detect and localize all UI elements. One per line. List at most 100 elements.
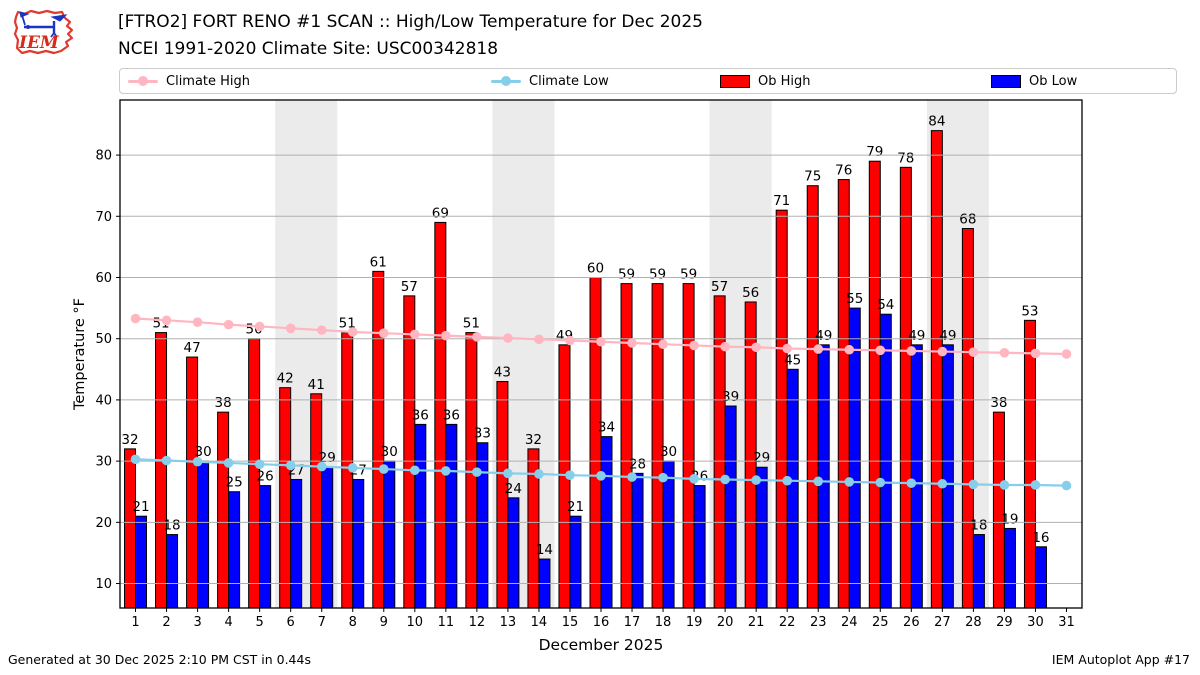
- climate-low-marker: [565, 470, 575, 480]
- climate-high-marker: [378, 328, 389, 338]
- ob-high-value-label: 84: [928, 114, 945, 130]
- iowa-outline: [13, 9, 74, 55]
- ob-high-value-label: 59: [649, 267, 666, 283]
- x-tick-label: 28: [965, 615, 982, 630]
- climate-low-marker-icon: [501, 76, 511, 86]
- ob-high-bar: [589, 276, 602, 609]
- ob-low-value-label: 39: [722, 389, 739, 405]
- climate-low-marker: [161, 455, 172, 466]
- ob-low-bar: [321, 466, 334, 609]
- ob-low-value-label: 18: [163, 518, 180, 534]
- ob-low-value-label: 36: [412, 407, 429, 423]
- ob-high-value-label: 75: [804, 169, 821, 185]
- x-tick-label: 21: [748, 615, 765, 630]
- ob-low-bar: [414, 423, 427, 609]
- ob-high-value-label: 43: [494, 365, 511, 381]
- x-axis-title: December 2025: [539, 636, 664, 654]
- ob-low-value-label: 54: [877, 297, 894, 313]
- ob-low-bar: [693, 485, 706, 609]
- x-tick-label: 31: [1058, 615, 1075, 630]
- ob-high-value-label: 59: [618, 267, 635, 283]
- x-tick-label: 22: [779, 615, 796, 630]
- y-tick-label: 70: [95, 210, 112, 225]
- climate-low-marker: [1030, 480, 1041, 490]
- climate-low-marker: [410, 465, 420, 476]
- climate-low-marker: [1061, 480, 1072, 491]
- ob-low-bar: [166, 534, 179, 609]
- ob-high-value-label: 60: [587, 260, 604, 276]
- climate-high-marker: [720, 341, 730, 352]
- y-tick-label: 60: [95, 271, 112, 286]
- climate-low-marker: [378, 464, 389, 474]
- logo-text: IEM: [18, 33, 60, 53]
- x-tick-label: 8: [349, 615, 357, 630]
- climate-high-marker: [782, 343, 792, 354]
- ob-low-bar: [941, 344, 954, 609]
- ob-low-bar: [507, 497, 520, 609]
- climate-low-marker: [441, 466, 451, 476]
- climate-low-marker: [813, 476, 824, 487]
- ob-low-bar: [972, 534, 985, 609]
- ob-low-bar: [352, 478, 365, 609]
- climate-low-marker: [596, 470, 606, 481]
- y-tick-label: 40: [95, 393, 112, 408]
- chart-legend: Climate High Climate Low Ob High Ob Low: [119, 68, 1177, 94]
- climate-high-marker: [472, 332, 482, 342]
- page-subtitle: NCEI 1991-2020 Climate Site: USC00342818: [118, 39, 499, 59]
- ob-low-bar: [662, 460, 675, 609]
- ob-high-value-label: 76: [835, 163, 852, 179]
- climate-high-marker: [130, 313, 141, 324]
- x-tick-label: 19: [686, 615, 703, 630]
- ob-low-value-label: 55: [846, 291, 863, 307]
- ob-low-value-label: 28: [629, 456, 646, 472]
- x-tick-label: 5: [256, 615, 264, 630]
- climate-high-marker: [875, 345, 886, 356]
- legend-item-climate-high: Climate High: [128, 69, 250, 93]
- legend-label: Ob Low: [1029, 73, 1078, 89]
- ob-high-value-label: 57: [401, 279, 418, 295]
- legend-item-ob-low: Ob Low: [991, 69, 1077, 93]
- climate-low-marker: [503, 468, 513, 479]
- y-tick-label: 30: [95, 455, 112, 470]
- x-tick-label: 16: [593, 615, 610, 630]
- ob-low-bar: [1034, 546, 1047, 609]
- ob-high-value-label: 47: [183, 340, 200, 356]
- x-tick-label: 13: [500, 615, 517, 630]
- ob-high-bar: [620, 283, 633, 609]
- ob-low-value-label: 18: [970, 518, 987, 534]
- climate-high-marker: [565, 335, 575, 346]
- legend-item-ob-high: Ob High: [720, 69, 811, 93]
- climate-high-marker: [596, 336, 606, 347]
- legend-label: Climate High: [166, 73, 251, 89]
- climate-low-marker: [192, 456, 203, 467]
- ob-low-value-label: 21: [567, 499, 584, 515]
- ob-high-value-label: 51: [463, 316, 480, 332]
- climate-low-marker: [968, 479, 979, 490]
- ob-low-value-label: 29: [753, 450, 770, 466]
- ob-low-value-label: 49: [908, 328, 925, 344]
- y-tick-label: 80: [95, 149, 112, 164]
- climate-low-marker: [689, 474, 699, 484]
- ob-low-bar: [197, 460, 210, 609]
- climate-low-marker: [347, 463, 358, 473]
- x-tick-label: 6: [287, 615, 295, 630]
- ob-low-value-label: 30: [194, 444, 211, 460]
- ob-low-value-label: 45: [784, 352, 801, 368]
- ob-low-bar: [631, 472, 644, 609]
- climate-high-marker: [503, 333, 513, 343]
- x-tick-label: 9: [380, 615, 388, 630]
- ob-high-bar: [868, 160, 881, 609]
- ob-low-value-label: 49: [939, 328, 956, 344]
- x-tick-label: 15: [562, 615, 579, 630]
- climate-high-marker: [347, 327, 358, 337]
- climate-low-marker: [906, 478, 917, 488]
- ob-high-value-label: 38: [215, 395, 232, 411]
- ob-low-bar: [228, 491, 241, 609]
- ob-low-value-label: 14: [536, 542, 553, 558]
- climate-low-marker: [999, 480, 1010, 490]
- x-tick-label: 1: [131, 615, 139, 630]
- climate-high-marker: [627, 338, 637, 348]
- climate-high-marker: [1030, 348, 1041, 359]
- climate-high-marker: [192, 317, 203, 327]
- x-tick-label: 14: [531, 615, 548, 630]
